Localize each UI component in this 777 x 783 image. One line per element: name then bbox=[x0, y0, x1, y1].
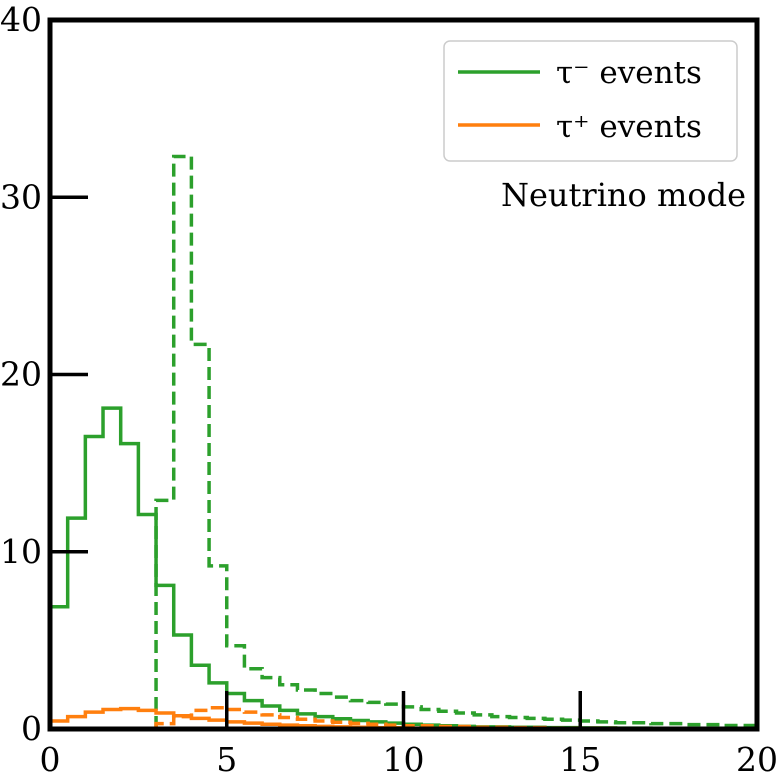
y-tick-label: 30 bbox=[0, 177, 42, 216]
tau-minus-dashed-histogram bbox=[154, 154, 757, 729]
x-tick-label: 5 bbox=[216, 740, 237, 779]
y-tick-label: 20 bbox=[0, 355, 42, 394]
tau-plus-dashed-histogram bbox=[154, 705, 757, 731]
legend-label-tau-plus: τ⁺ events bbox=[556, 109, 702, 145]
x-tick-label: 15 bbox=[559, 740, 601, 779]
x-tick-label: 10 bbox=[383, 740, 425, 779]
legend-label-tau-minus: τ⁻ events bbox=[556, 55, 702, 91]
annotation-neutrino-mode: Neutrino mode bbox=[501, 176, 746, 214]
legend: τ⁻ events τ⁺ events bbox=[443, 40, 738, 162]
y-tick-label: 0 bbox=[21, 709, 42, 748]
x-tick-label: 20 bbox=[736, 740, 777, 779]
plot-frame bbox=[47, 17, 760, 732]
series-layer bbox=[50, 154, 757, 731]
y-tick-label: 10 bbox=[0, 532, 42, 571]
x-tick-label: 0 bbox=[40, 740, 61, 779]
y-tick-label: 40 bbox=[0, 0, 42, 39]
